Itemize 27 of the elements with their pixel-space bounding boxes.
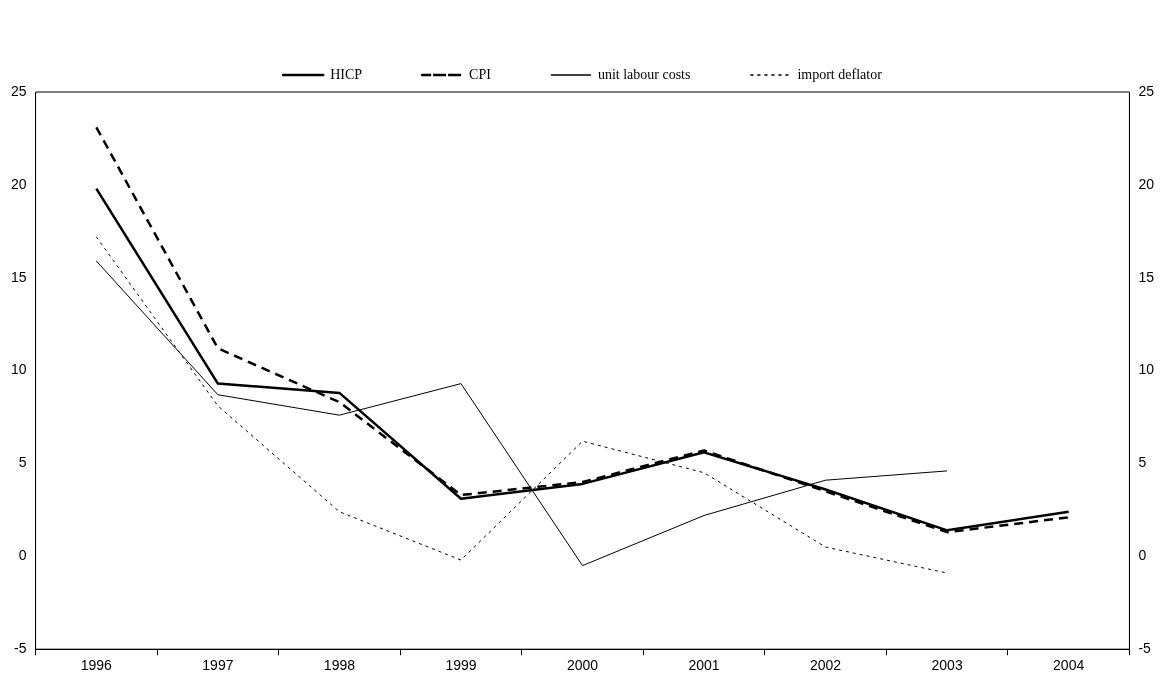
- legend-label: unit labour costs: [597, 66, 691, 82]
- x-tick-label: 2004: [1053, 657, 1085, 674]
- x-tick-label: 2002: [810, 657, 842, 674]
- y-tick-label: 25: [10, 82, 27, 99]
- x-tick-label: 1998: [323, 657, 356, 674]
- y2-tick-label: 5: [1138, 454, 1147, 471]
- y2-tick-label: 20: [1138, 175, 1155, 192]
- y2-tick-label: 25: [1138, 82, 1155, 99]
- legend-label: import deflator: [797, 66, 883, 82]
- x-tick-label: 1996: [80, 657, 113, 674]
- y2-tick-label: 15: [1138, 268, 1155, 285]
- y-tick-label: 0: [18, 547, 27, 564]
- y-tick-label: 10: [10, 361, 27, 378]
- y-tick-label: 15: [10, 268, 27, 285]
- legend-label: HICP: [330, 66, 363, 82]
- legend-label: CPI: [469, 66, 492, 82]
- y2-tick-label: 0: [1138, 547, 1147, 564]
- y-tick-label: 20: [10, 175, 27, 192]
- x-tick-label: 2001: [688, 657, 720, 674]
- x-tick-label: 1999: [445, 657, 477, 674]
- y-tick-label: 5: [18, 454, 27, 471]
- y2-tick-label: -5: [1138, 640, 1152, 657]
- x-tick-label: 1997: [202, 657, 234, 674]
- y2-tick-label: 10: [1138, 361, 1155, 378]
- x-tick-label: 2000: [566, 657, 599, 674]
- x-tick-label: 2003: [931, 657, 963, 674]
- y-tick-label: -5: [14, 640, 27, 657]
